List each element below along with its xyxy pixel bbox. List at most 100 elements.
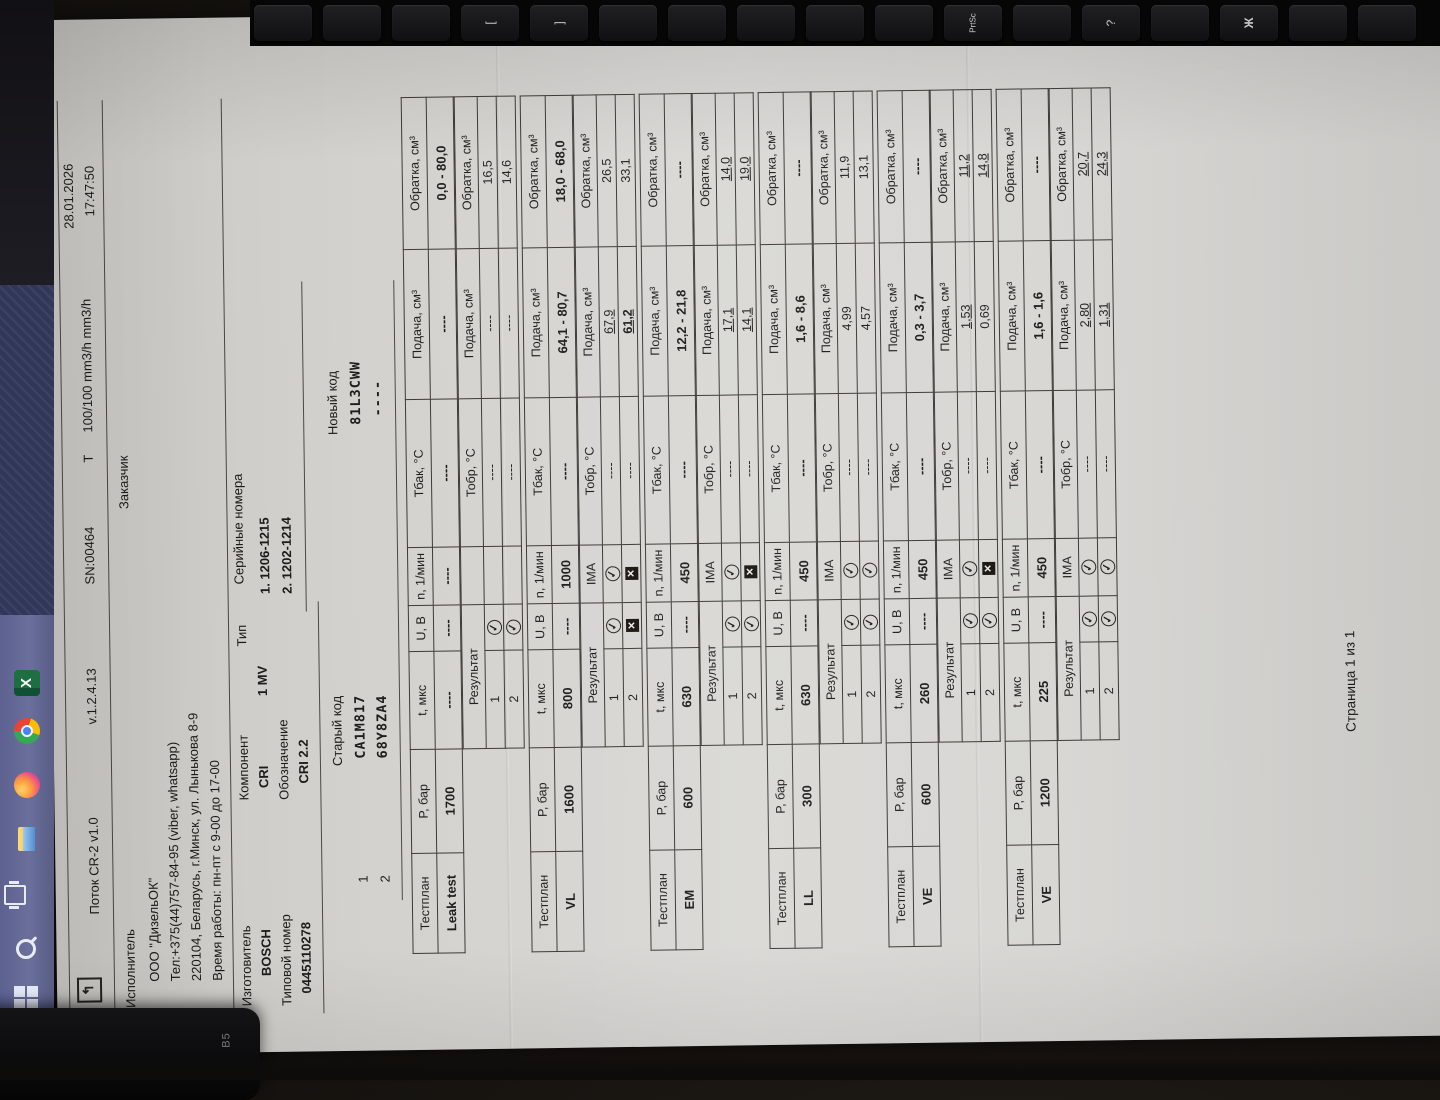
ima-header: IMA <box>936 539 961 599</box>
executor-company: ООО "ДизельОК" <box>145 877 162 982</box>
test-t-value: 630 <box>671 647 701 746</box>
firefox-icon[interactable] <box>14 772 40 798</box>
tobr-value: ---- <box>1095 389 1117 538</box>
podacha-value: ---- <box>479 248 501 399</box>
test-u-value: ---- <box>671 601 699 648</box>
result-mark-icon <box>723 615 741 633</box>
result-header: Результат <box>461 604 487 749</box>
tobr-value: ---- <box>976 391 998 540</box>
header-rule-bottom <box>101 100 116 1017</box>
tobr-header: Тобр, °C <box>577 396 603 546</box>
col-header-testplan: Тестплан <box>768 848 796 949</box>
report-date: 28.01.2026 <box>60 163 77 229</box>
ima-symbol-cell <box>621 544 642 603</box>
col-header-t: t, мкс <box>884 644 912 743</box>
task-view-icon[interactable] <box>4 885 26 905</box>
keyboard-key <box>599 5 657 41</box>
obratka-value: 14,6 <box>496 96 518 249</box>
podacha-value: 2,80 <box>1074 239 1096 391</box>
windows-start-icon[interactable] <box>14 984 40 1010</box>
obratka-value: 24,3 <box>1091 87 1113 240</box>
col-header-tbak: Тбак, °C <box>524 397 552 546</box>
col-header-t: t, мкс <box>646 647 674 747</box>
col-header-testplan: Тестплан <box>887 846 915 947</box>
type-number-label: Типовой номер <box>278 914 295 1006</box>
test-tbak-value: ---- <box>549 397 579 546</box>
test-podacha-value: ---- <box>428 248 458 400</box>
col-header-obratka: Обратка, см³ <box>520 95 548 248</box>
old-code-label: Старый код <box>329 695 345 767</box>
t-label: T <box>80 454 96 463</box>
podacha-value: 14,1 <box>736 244 758 395</box>
report-document: ↰ Поток CR-2 v1.0 v.1.2.4.13 SN:00464 T … <box>43 0 1440 1055</box>
col-header-testplan: Тестплан <box>1006 844 1034 946</box>
test-podacha-value: 1,6 - 1,6 <box>1023 240 1053 391</box>
test-obratka-value: ---- <box>664 93 694 246</box>
podacha-value: 17,1 <box>717 244 739 396</box>
test-p-value: 600 <box>673 745 702 850</box>
search-icon[interactable] <box>14 936 40 962</box>
col-header-obratka: Обратка, см³ <box>639 93 667 247</box>
keyboard-key <box>1013 5 1071 41</box>
podacha-header: Подача, см³ <box>813 243 839 394</box>
tobr-value: ---- <box>957 391 979 540</box>
col-header-n: n, 1/мин <box>883 540 910 599</box>
result-mark-icon <box>861 613 879 631</box>
result-symbol-cell <box>622 602 642 649</box>
test-name-value: EM <box>674 849 704 950</box>
test-u-value: ---- <box>552 603 580 650</box>
col-header-tbak: Тбак, °C <box>405 399 433 548</box>
ima-header: IMA <box>579 544 604 604</box>
result-row-num: 2 <box>979 643 1001 742</box>
result-mark-icon <box>485 618 503 636</box>
result-header: Результат <box>937 597 963 743</box>
col-header-tbak: Тбак, °C <box>643 395 671 545</box>
col-header-tbak: Тбак, °C <box>881 392 909 541</box>
ima-mark-icon <box>860 561 878 579</box>
podacha-header: Подача, см³ <box>694 245 720 396</box>
test-p-value: 1600 <box>554 747 583 852</box>
result-row-num: 1 <box>603 648 625 747</box>
podacha-value: 61,2 <box>617 246 639 397</box>
test-obratka-value: ---- <box>783 91 813 245</box>
col-header-obratka: Обратка, см³ <box>996 88 1024 242</box>
tobr-value: ---- <box>719 394 741 544</box>
col-header-testplan: Тестплан <box>411 853 439 954</box>
excel-icon[interactable]: X <box>14 670 40 696</box>
ima-mark-icon <box>722 563 740 581</box>
keyboard-key: PrtSc <box>944 5 1002 41</box>
designation-label: Обозначение <box>275 719 292 800</box>
test-t-value: 630 <box>790 645 820 745</box>
desk-edge-shadow <box>0 1056 1440 1080</box>
result-row-num: 2 <box>622 648 644 747</box>
test-obratka-value: ---- <box>1021 88 1051 241</box>
executor-phone: Тел:+375(44)757-84-95 (viber, whatsapp) <box>164 741 183 982</box>
test-name-value: Leak test <box>436 852 466 954</box>
col-header-podacha: Подача, см³ <box>760 244 788 395</box>
podacha-value: 67,9 <box>598 246 620 397</box>
file-explorer-icon[interactable] <box>14 826 40 852</box>
ima-mark-icon <box>625 566 639 581</box>
component-value: CRI <box>255 765 272 789</box>
tobr-header: Тобр, °C <box>458 398 484 547</box>
test-tbak-value: ---- <box>430 398 460 548</box>
col-header-podacha: Подача, см³ <box>522 247 550 398</box>
tobr-value: ---- <box>500 397 522 547</box>
result-row-num: 1 <box>1079 641 1101 741</box>
keyboard-key: ? <box>1082 5 1140 41</box>
result-row-num: 2 <box>860 644 882 744</box>
col-header-t: t, мкс <box>408 651 436 750</box>
result-mark-icon <box>1099 610 1117 628</box>
col-header-tbak: Тбак, °C <box>762 394 790 543</box>
test-t-value: 260 <box>909 644 939 743</box>
keyboard-key-label: Ж <box>1242 17 1256 29</box>
tobr-value: ---- <box>738 394 760 543</box>
chrome-icon[interactable] <box>14 718 40 744</box>
tobr-value: ---- <box>600 396 622 545</box>
col-header-u: U, B <box>646 601 672 649</box>
codes-rule-top <box>317 601 325 1014</box>
result-symbol-cell <box>722 600 742 648</box>
